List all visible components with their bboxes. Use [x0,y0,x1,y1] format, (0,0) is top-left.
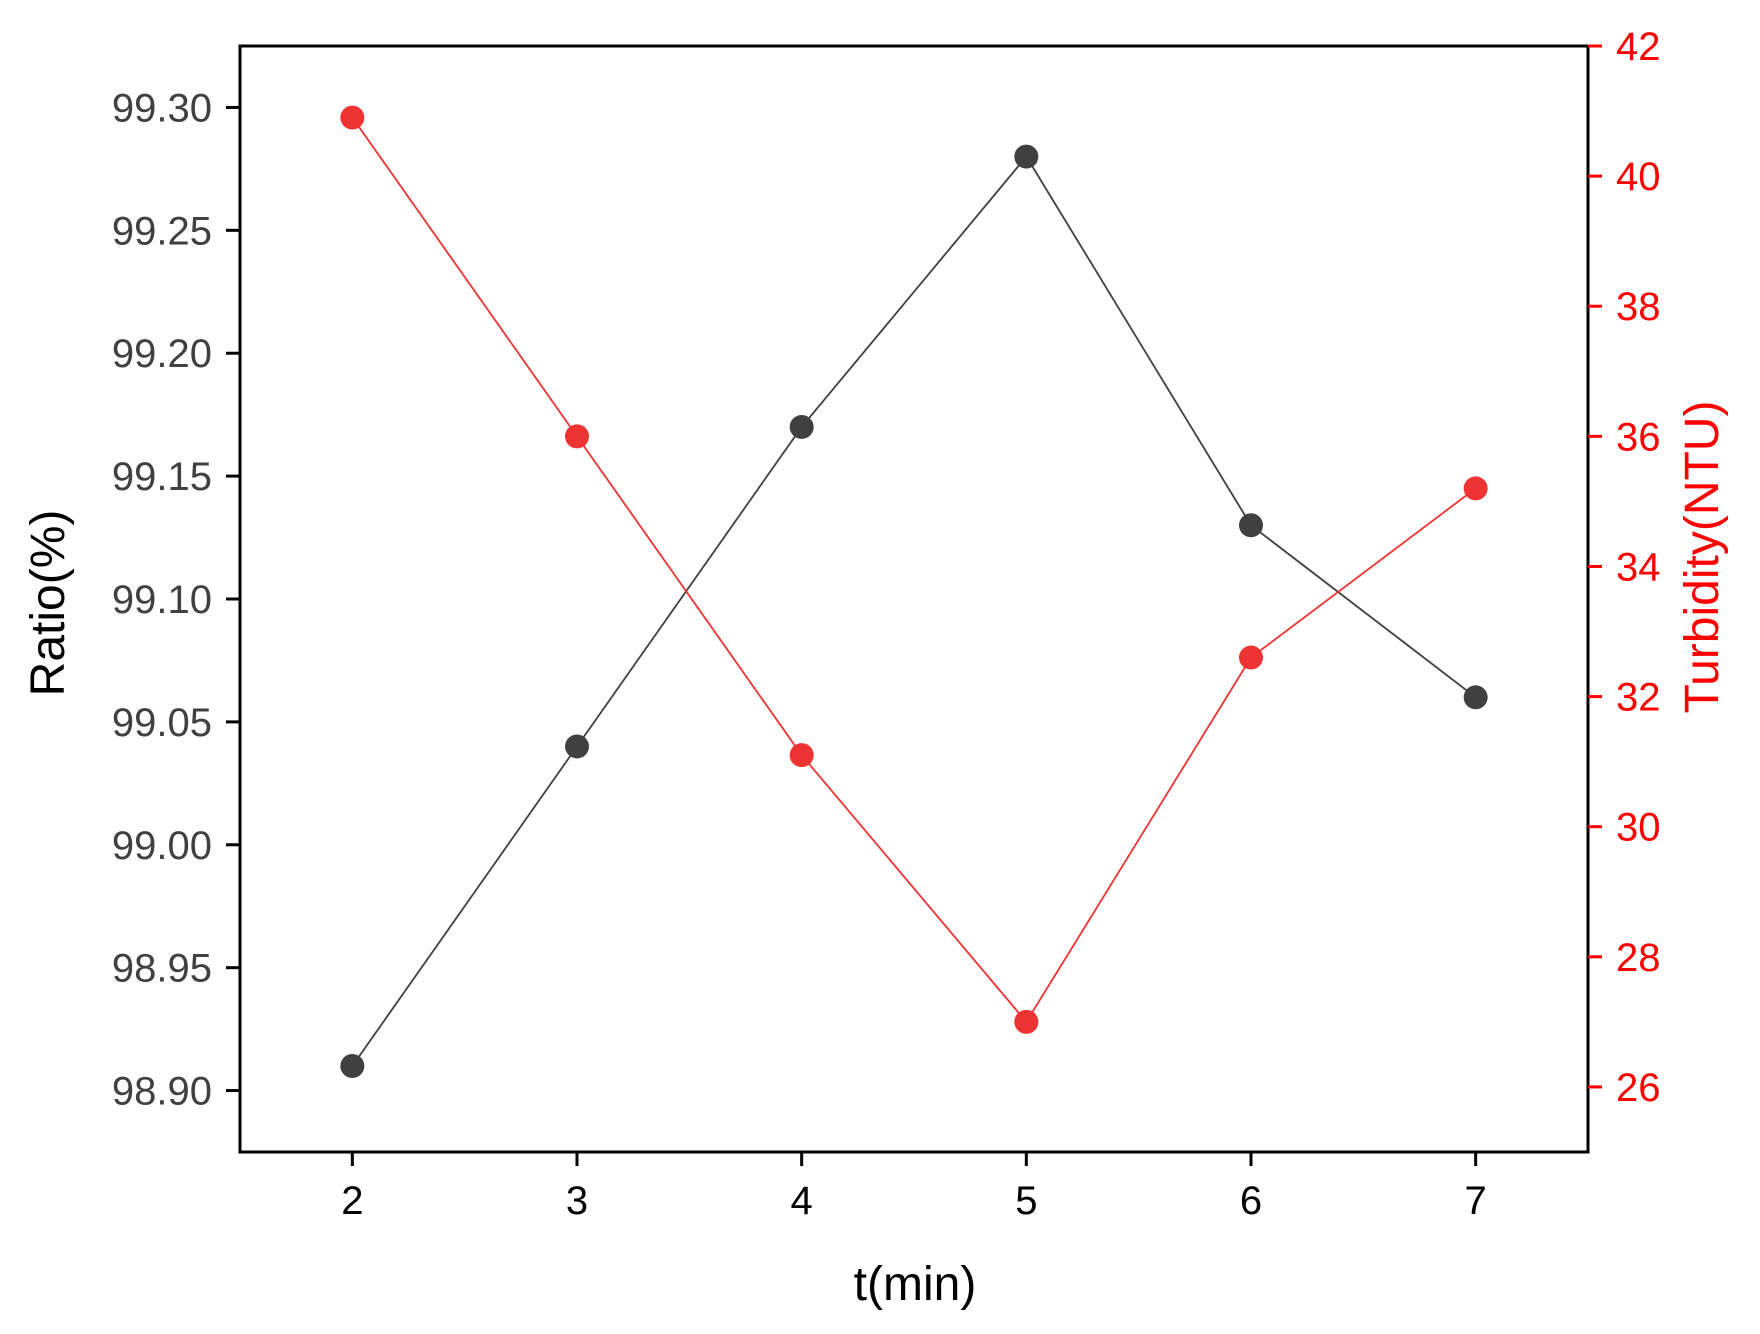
data-point-turbidity [1239,645,1263,670]
y-right-tick-label: 26 [1616,1066,1661,1110]
series-line-turbidity [351,117,1477,1024]
plot-frame [238,44,1590,1154]
x-tick-label: 4 [791,1179,813,1223]
data-point-turbidity [565,424,589,449]
data-point-ratio [340,1053,365,1078]
x-tick-label: 3 [566,1179,588,1223]
plot-area [340,105,1488,1078]
x-tick-label: 2 [341,1179,363,1223]
data-point-ratio [565,734,589,759]
y-right-tick-label: 36 [1616,415,1661,459]
y-left-tick-label: 99.00 [112,824,212,868]
y-right-tick-label: 42 [1616,25,1661,69]
y-left-tick-label: 99.15 [112,455,212,499]
data-point-ratio [789,414,814,439]
y-left-tick-label: 99.10 [112,578,212,622]
data-point-turbidity [1463,476,1488,501]
y-left-tick-label: 99.30 [112,86,212,130]
x-axis-label: t(min) [854,1258,977,1311]
y-left-tick-label: 99.05 [112,701,212,745]
y-axis-left-label: Ratio(%) [22,510,75,697]
y-left-tick-label: 99.25 [112,209,212,253]
y-right-tick-label: 38 [1616,285,1661,329]
series-line-ratio [351,155,1477,1067]
axes: 2 3 4 5 6 798.9098.9599.0099.0599.1099.1599.2… [112,25,1661,1223]
y-right-tick-label: 34 [1616,545,1661,589]
y-right-tick-label: 28 [1616,936,1661,980]
y-left-tick-label: 98.90 [112,1070,212,1114]
data-point-turbidity [340,105,365,130]
y-right-tick-label: 40 [1616,155,1661,199]
data-point-turbidity [1014,1009,1039,1034]
y-left-tick-label: 98.95 [112,947,212,991]
y-left-tick-label: 99.20 [112,332,212,376]
x-tick-label: 6 [1240,1179,1262,1223]
data-point-ratio [1463,685,1488,710]
x-tick-label: 7 [1465,1179,1487,1223]
y-right-tick-label: 32 [1616,676,1661,720]
data-point-ratio [1239,513,1263,538]
x-tick-label: 5 [1015,1179,1037,1223]
y-axis-right-label: Turbidity(NTU) [1676,401,1729,714]
data-point-turbidity [789,743,814,768]
data-point-ratio [1014,144,1039,169]
y-right-tick-label: 30 [1616,806,1661,850]
